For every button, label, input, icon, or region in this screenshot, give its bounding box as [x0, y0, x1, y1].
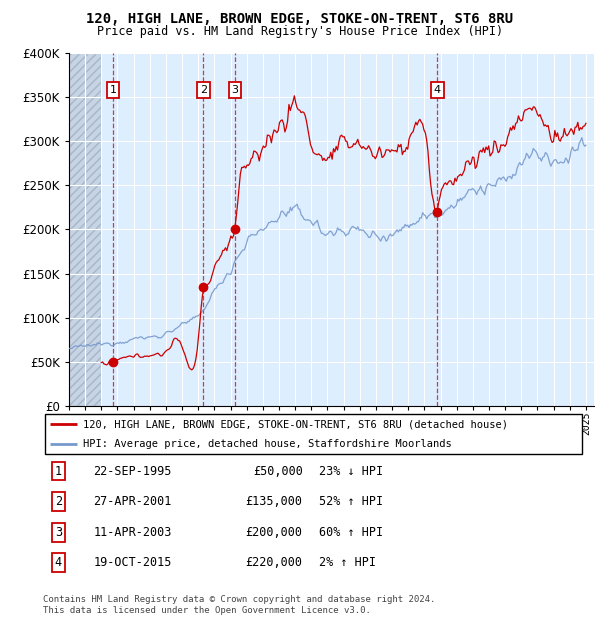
- Text: £135,000: £135,000: [245, 495, 302, 508]
- Text: £220,000: £220,000: [245, 556, 302, 569]
- Text: HPI: Average price, detached house, Staffordshire Moorlands: HPI: Average price, detached house, Staf…: [83, 439, 451, 449]
- Text: 3: 3: [232, 85, 238, 95]
- Text: 2: 2: [55, 495, 62, 508]
- Text: 4: 4: [434, 85, 441, 95]
- Text: 52% ↑ HPI: 52% ↑ HPI: [319, 495, 383, 508]
- Text: Price paid vs. HM Land Registry's House Price Index (HPI): Price paid vs. HM Land Registry's House …: [97, 25, 503, 38]
- Text: 3: 3: [55, 526, 62, 539]
- Text: 22-SEP-1995: 22-SEP-1995: [94, 464, 172, 477]
- Text: 23% ↓ HPI: 23% ↓ HPI: [319, 464, 383, 477]
- Text: Contains HM Land Registry data © Crown copyright and database right 2024.
This d: Contains HM Land Registry data © Crown c…: [43, 595, 436, 614]
- Text: £50,000: £50,000: [253, 464, 302, 477]
- Bar: [69, 53, 101, 406]
- Text: 11-APR-2003: 11-APR-2003: [94, 526, 172, 539]
- Bar: [69, 53, 101, 406]
- Text: 120, HIGH LANE, BROWN EDGE, STOKE-ON-TRENT, ST6 8RU (detached house): 120, HIGH LANE, BROWN EDGE, STOKE-ON-TRE…: [83, 419, 508, 429]
- Text: 1: 1: [110, 85, 116, 95]
- Text: 60% ↑ HPI: 60% ↑ HPI: [319, 526, 383, 539]
- Text: 2: 2: [200, 85, 207, 95]
- FancyBboxPatch shape: [45, 414, 582, 454]
- Text: 4: 4: [55, 556, 62, 569]
- Text: £200,000: £200,000: [245, 526, 302, 539]
- Text: 19-OCT-2015: 19-OCT-2015: [94, 556, 172, 569]
- Text: 1: 1: [55, 464, 62, 477]
- Text: 120, HIGH LANE, BROWN EDGE, STOKE-ON-TRENT, ST6 8RU: 120, HIGH LANE, BROWN EDGE, STOKE-ON-TRE…: [86, 12, 514, 27]
- Text: 2% ↑ HPI: 2% ↑ HPI: [319, 556, 376, 569]
- Text: 27-APR-2001: 27-APR-2001: [94, 495, 172, 508]
